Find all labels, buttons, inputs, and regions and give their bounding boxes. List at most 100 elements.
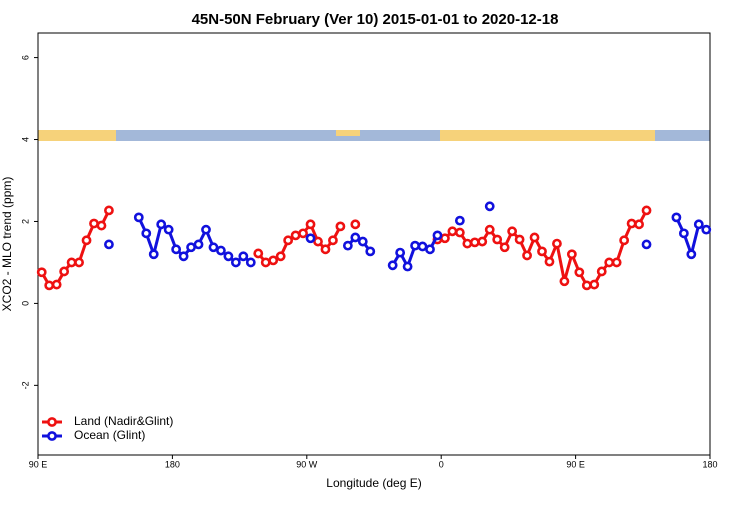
point bbox=[529, 232, 540, 243]
point bbox=[596, 266, 607, 277]
land-strip bbox=[336, 130, 360, 136]
legend-label: Ocean (Glint) bbox=[74, 428, 145, 442]
point bbox=[275, 251, 286, 262]
point bbox=[74, 257, 84, 268]
point bbox=[454, 215, 465, 226]
point bbox=[81, 235, 92, 246]
point bbox=[678, 228, 689, 239]
point bbox=[44, 280, 55, 291]
plot-frame bbox=[37, 32, 711, 456]
point bbox=[357, 236, 368, 247]
point bbox=[178, 251, 189, 262]
chart-title: 45N-50N February (Ver 10) 2015-01-01 to … bbox=[192, 11, 559, 28]
point bbox=[365, 246, 376, 257]
point bbox=[156, 219, 167, 230]
point bbox=[163, 224, 174, 235]
point bbox=[417, 241, 428, 252]
point bbox=[619, 235, 630, 246]
point bbox=[641, 239, 652, 250]
point bbox=[89, 218, 99, 229]
point bbox=[492, 234, 503, 245]
point bbox=[425, 244, 435, 255]
point bbox=[238, 251, 249, 262]
x-axis-label: Longitude (deg E) bbox=[326, 476, 421, 490]
point bbox=[395, 247, 406, 258]
point bbox=[432, 230, 443, 241]
point bbox=[328, 235, 338, 246]
point bbox=[96, 220, 107, 231]
point bbox=[216, 245, 226, 256]
point bbox=[626, 218, 637, 229]
point bbox=[634, 219, 644, 230]
point bbox=[36, 267, 47, 278]
y-tick-label: 4 bbox=[20, 137, 30, 142]
point bbox=[298, 228, 308, 239]
point bbox=[51, 279, 62, 290]
point bbox=[350, 232, 361, 243]
point bbox=[245, 257, 256, 268]
point bbox=[499, 242, 510, 253]
x-tick-label: 90 E bbox=[29, 459, 48, 469]
point bbox=[440, 233, 450, 244]
point bbox=[171, 244, 182, 255]
point bbox=[574, 267, 585, 278]
x-tick-label: 90 E bbox=[566, 459, 585, 469]
point bbox=[148, 249, 159, 260]
y-tick-label: 0 bbox=[20, 301, 30, 306]
y-tick-label: 2 bbox=[20, 219, 30, 224]
point bbox=[484, 224, 495, 235]
point bbox=[230, 257, 241, 268]
point bbox=[410, 240, 420, 251]
point bbox=[701, 224, 712, 235]
point bbox=[387, 260, 398, 271]
point bbox=[447, 226, 458, 237]
point bbox=[537, 246, 547, 257]
y-tick-label: 6 bbox=[20, 55, 30, 60]
surface-strip bbox=[38, 130, 710, 141]
point bbox=[552, 238, 562, 249]
point bbox=[604, 257, 615, 268]
point bbox=[693, 219, 704, 230]
ocean-strip bbox=[38, 130, 710, 141]
point bbox=[253, 248, 264, 259]
point bbox=[133, 212, 144, 223]
land-strip bbox=[38, 130, 116, 141]
point bbox=[686, 249, 697, 260]
point bbox=[260, 257, 271, 268]
x-tick-label: 90 W bbox=[296, 459, 318, 469]
point bbox=[305, 233, 316, 244]
point bbox=[581, 280, 592, 291]
point bbox=[454, 227, 465, 238]
point bbox=[469, 237, 480, 248]
point bbox=[611, 257, 622, 268]
point bbox=[402, 261, 413, 272]
point bbox=[268, 255, 279, 266]
point bbox=[462, 238, 473, 249]
point bbox=[514, 234, 525, 245]
land-strip bbox=[440, 130, 655, 141]
point bbox=[223, 251, 234, 262]
point bbox=[477, 236, 488, 247]
point bbox=[350, 219, 361, 230]
point bbox=[208, 242, 219, 253]
point bbox=[484, 201, 495, 212]
point bbox=[59, 266, 70, 277]
point bbox=[313, 236, 323, 247]
point bbox=[104, 205, 114, 216]
point bbox=[290, 230, 301, 241]
point bbox=[589, 279, 600, 290]
point bbox=[335, 221, 346, 232]
point bbox=[186, 242, 196, 253]
legend-label: Land (Nadir&Glint) bbox=[74, 414, 173, 428]
point bbox=[104, 239, 114, 250]
x-tick-label: 180 bbox=[165, 459, 180, 469]
point bbox=[141, 228, 152, 239]
point bbox=[320, 244, 331, 255]
point bbox=[507, 226, 518, 237]
x-tick-label: 0 bbox=[439, 459, 444, 469]
point bbox=[641, 205, 652, 216]
x-tick-label: 180 bbox=[702, 459, 717, 469]
point bbox=[522, 250, 532, 261]
point bbox=[201, 224, 211, 235]
